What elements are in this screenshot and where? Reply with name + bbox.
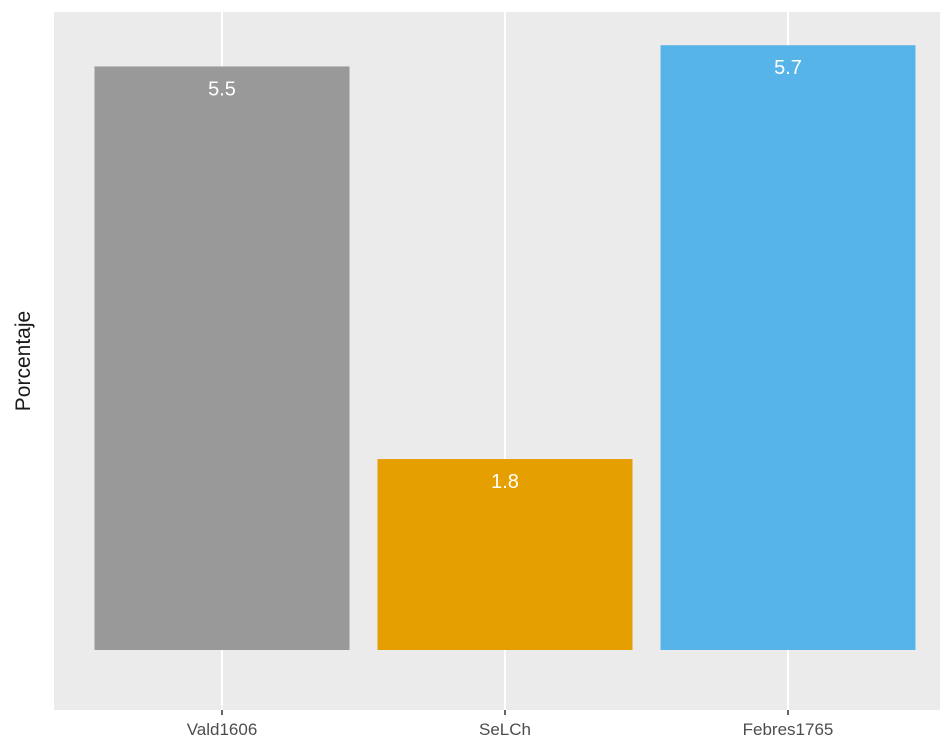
bar-selch — [377, 459, 633, 650]
bar-vald1606 — [94, 66, 350, 650]
bar-value-label: 1.8 — [491, 471, 519, 493]
y-axis-title: Porcentaje — [12, 311, 35, 411]
bar-labels: 5.5 1.8 5.7 — [208, 57, 802, 493]
x-tick-label: SeLCh — [479, 720, 531, 739]
bar-value-label: 5.5 — [208, 78, 236, 100]
x-axis: Vald1606 SeLCh Febres1765 — [187, 710, 834, 739]
bar-value-label: 5.7 — [774, 57, 802, 79]
x-tick-label: Vald1606 — [187, 720, 258, 739]
bar-febres1765 — [660, 45, 916, 650]
x-tick-label: Febres1765 — [743, 720, 834, 739]
bars — [94, 45, 916, 650]
